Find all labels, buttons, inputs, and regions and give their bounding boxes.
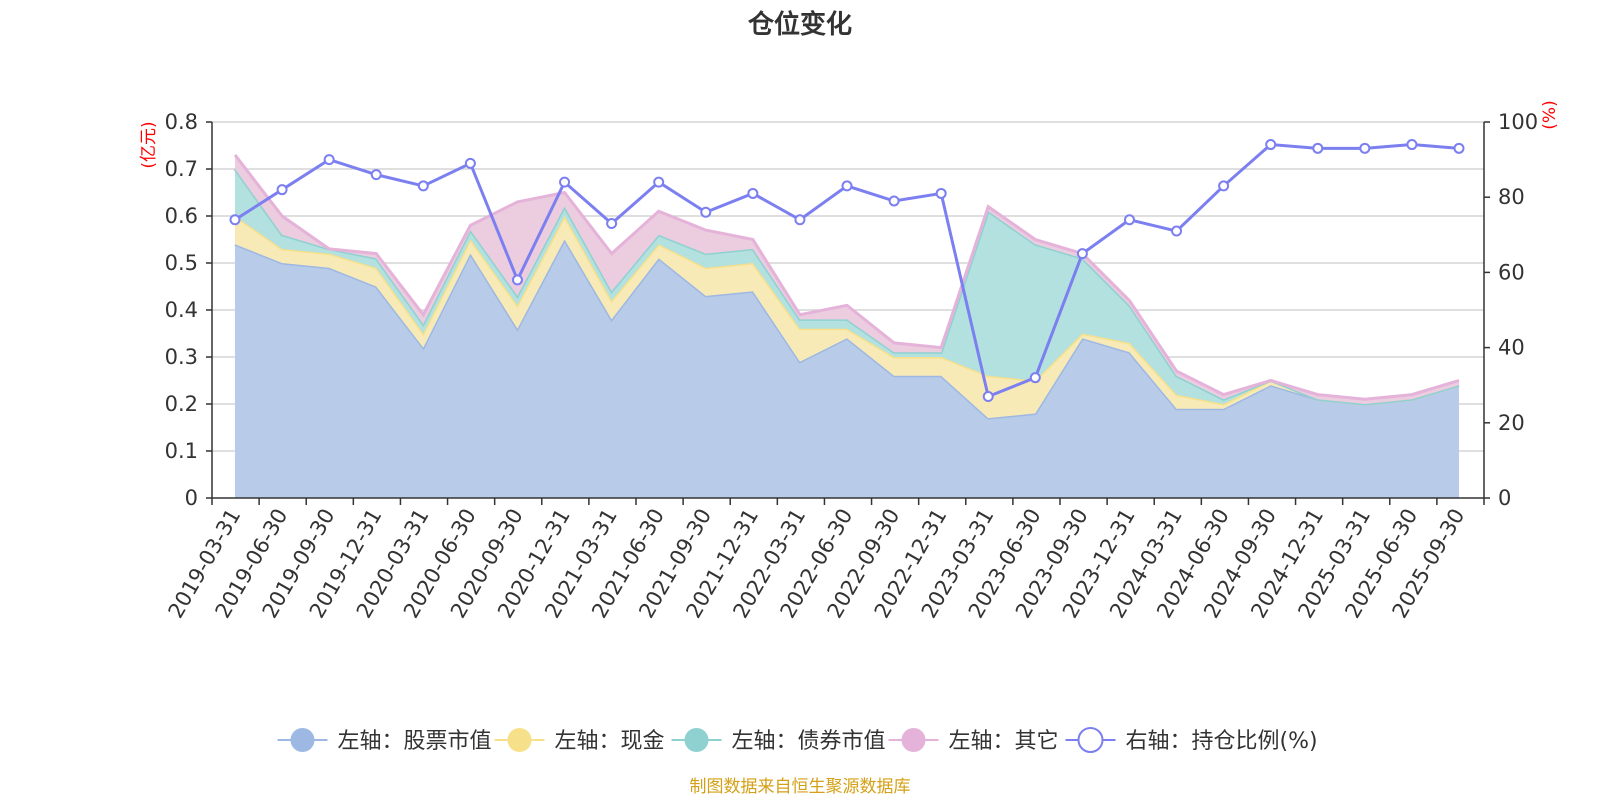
legend-label: 左轴：其它 xyxy=(949,729,1059,754)
ratio-point xyxy=(1453,142,1465,154)
ratio-point xyxy=(1123,214,1135,226)
ratio-line xyxy=(229,139,1465,402)
ratio-point xyxy=(1171,225,1183,237)
left-tick-label: 0.5 xyxy=(165,251,198,275)
left-tick-label: 0.8 xyxy=(165,110,198,134)
ratio-point xyxy=(747,187,759,199)
ratio-point xyxy=(888,195,900,207)
ratio-point xyxy=(1406,139,1418,151)
ratio-point xyxy=(794,214,806,226)
left-tick-label: 0.6 xyxy=(165,204,198,228)
legend-circle-icon xyxy=(901,728,926,752)
ratio-point xyxy=(417,180,429,192)
legend-circle-icon xyxy=(290,728,315,752)
right-axis-unit: (%) xyxy=(1540,100,1560,129)
legend-circle-icon xyxy=(507,728,532,752)
ratio-point xyxy=(1029,372,1041,384)
legend-circle-icon xyxy=(1077,727,1104,753)
left-axis-unit: (亿元) xyxy=(139,121,159,168)
ratio-point xyxy=(370,169,382,181)
legend-item: 左轴：其它 xyxy=(888,728,1059,754)
area-top-line xyxy=(233,153,1460,401)
legend-label: 左轴：债券市值 xyxy=(732,729,886,754)
area-左轴：股票市值 xyxy=(235,239,1459,498)
legend-circle-icon xyxy=(684,728,709,752)
legend-item: 左轴：股票市值 xyxy=(277,728,492,754)
ratio-point xyxy=(1076,248,1088,260)
stacked-areas xyxy=(233,153,1460,498)
ratio-point xyxy=(1218,180,1230,192)
ratio-point xyxy=(935,187,947,199)
legend-item: 右轴：持仓比例(%) xyxy=(1065,727,1318,754)
ratio-point xyxy=(700,206,712,218)
chart-title: 仓位变化 xyxy=(747,9,852,40)
ratio-point xyxy=(841,180,853,192)
left-tick-label: 0.1 xyxy=(165,439,198,463)
area-左轴：现金 xyxy=(235,216,1459,419)
legend-item: 左轴：债券市值 xyxy=(671,728,886,754)
right-tick-label: 100 xyxy=(1498,110,1538,134)
ratio-point xyxy=(1265,139,1277,151)
legend-label: 右轴：持仓比例(%) xyxy=(1126,729,1318,754)
ratio-point xyxy=(1359,142,1371,154)
ratio-point xyxy=(1312,142,1324,154)
source-note: 制图数据来自恒生聚源数据库 xyxy=(690,777,911,797)
ratio-point xyxy=(559,176,571,188)
right-tick-label: 20 xyxy=(1498,411,1525,435)
left-tick-label: 0.4 xyxy=(165,298,198,322)
ratio-point xyxy=(464,157,476,169)
legend-label: 左轴：股票市值 xyxy=(338,729,492,754)
legend: 左轴：股票市值 左轴：现金 左轴：债券市值 左轴：其它 右轴：持仓比例(%) xyxy=(277,727,1318,754)
left-tick-label: 0.3 xyxy=(165,345,198,369)
ratio-point xyxy=(653,176,665,188)
ratio-point xyxy=(229,214,241,226)
right-tick-label: 0 xyxy=(1498,486,1511,510)
left-tick-label: 0.7 xyxy=(165,157,198,181)
left-tick-label: 0.2 xyxy=(165,392,198,416)
ratio-point xyxy=(982,390,994,402)
ratio-point xyxy=(276,184,288,196)
left-tick-label: 0 xyxy=(185,486,198,510)
right-tick-label: 40 xyxy=(1498,336,1525,360)
legend-item: 左轴：现金 xyxy=(494,728,665,754)
legend-label: 左轴：现金 xyxy=(555,729,665,754)
right-tick-label: 80 xyxy=(1498,185,1525,209)
right-tick-label: 60 xyxy=(1498,260,1525,284)
ratio-point xyxy=(511,274,523,286)
ratio-point xyxy=(323,154,335,166)
area-左轴：债券市值 xyxy=(235,169,1459,404)
area-左轴：其它 xyxy=(235,154,1459,404)
ratio-point xyxy=(606,218,618,230)
